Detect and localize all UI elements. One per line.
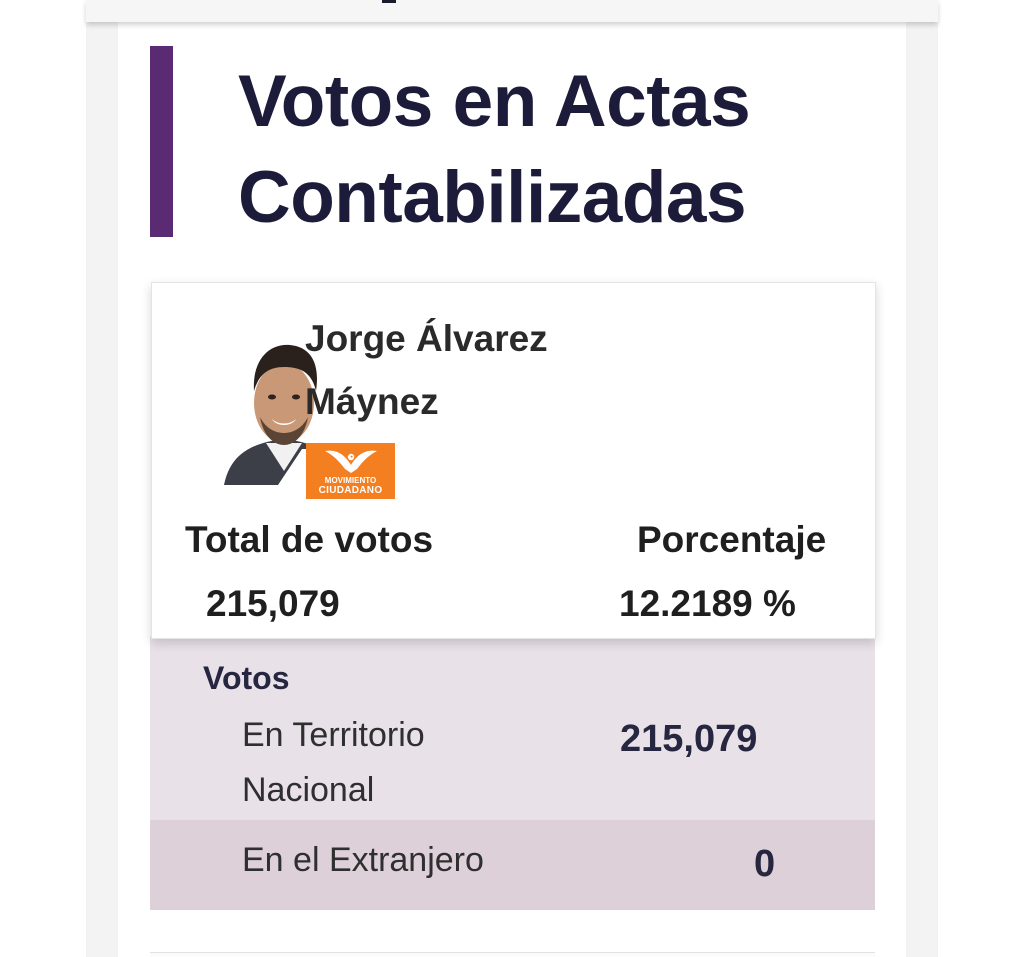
next-card-edge bbox=[150, 952, 875, 957]
party-label-line1: MOVIMIENTO bbox=[324, 476, 377, 485]
votes-heading: Votos bbox=[203, 660, 290, 696]
total-votes-value: 215,079 bbox=[206, 583, 340, 624]
top-bar-mark bbox=[382, 0, 396, 3]
percentage-label: Porcentaje bbox=[637, 519, 827, 560]
page-title: Votos en Actas Contabilizadas bbox=[238, 61, 751, 238]
party-logo: MOVIMIENTO CIUDADANO bbox=[306, 443, 395, 499]
votes-breakdown-panel bbox=[150, 636, 875, 820]
title-accent-bar bbox=[150, 46, 173, 237]
votes-breakdown-row-alt bbox=[150, 820, 875, 910]
eagle-icon bbox=[324, 450, 377, 473]
top-bar bbox=[86, 0, 938, 22]
candidate-card: MOVIMIENTO CIUDADANO Jorge Álvarez Máyne… bbox=[151, 282, 876, 639]
national-votes-value: 215,079 bbox=[620, 718, 758, 760]
percentage-value: 12.2189 % bbox=[619, 583, 796, 624]
abroad-votes-value: 0 bbox=[754, 843, 776, 885]
national-votes-label: En Territorio Nacional bbox=[242, 716, 425, 809]
abroad-votes-label: En el Extranjero bbox=[242, 841, 484, 879]
party-label-line2: CIUDADANO bbox=[318, 485, 383, 496]
total-votes-label: Total de votos bbox=[185, 519, 434, 560]
candidate-name: Jorge Álvarez Máynez bbox=[305, 318, 548, 422]
